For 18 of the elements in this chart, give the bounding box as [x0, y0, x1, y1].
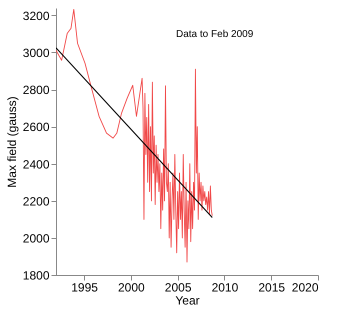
x-axis-title: Year — [175, 294, 200, 308]
y-tick-label: 2000 — [22, 231, 50, 246]
x-tick-label: 2015 — [258, 280, 286, 294]
x-tick-label: 1995 — [71, 280, 98, 294]
y-axis-title: Max field (gauss) — [4, 96, 19, 188]
y-tick-label: 2800 — [22, 83, 50, 98]
y-tick-label: 2400 — [22, 157, 50, 172]
y-tick-label: 2200 — [22, 194, 50, 208]
y-tick-label: 2600 — [22, 120, 50, 134]
y-tick-label: 1800 — [22, 268, 50, 282]
line-series — [56, 9, 213, 262]
y-tick-label: 3000 — [22, 46, 50, 60]
y-tick-label: 3200 — [22, 8, 50, 23]
annotation: Data to Feb 2009 — [176, 29, 254, 40]
x-tick-label: 2020 — [292, 280, 319, 294]
x-tick-label: 2010 — [212, 280, 239, 294]
x-tick-label: 2005 — [164, 280, 192, 294]
x-tick-label: 2000 — [118, 280, 146, 294]
